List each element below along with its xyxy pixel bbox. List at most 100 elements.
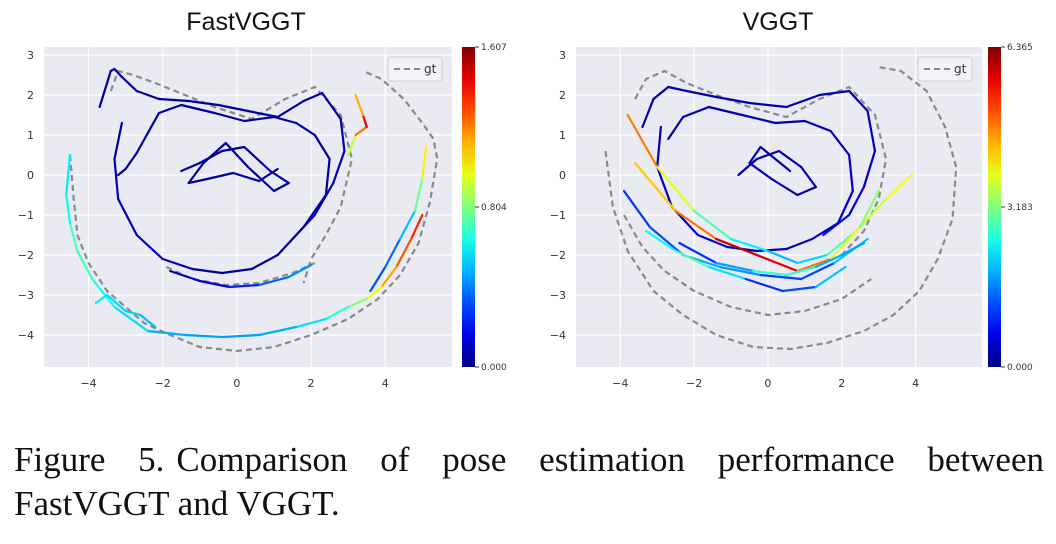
trajectory-segment [759,273,803,281]
trajectory-segment [729,237,770,253]
trajectory-segment [339,117,346,153]
trajectory-segment [777,149,803,169]
trajectory-segment [354,125,368,137]
colorbar-tick-label: 0.000 [481,363,507,373]
trajectory-segment [884,173,913,201]
trajectory-segment [380,265,398,289]
trajectory-segment [848,153,854,193]
trajectory-segment [796,253,829,265]
trajectory-segment [180,103,216,115]
estimated-trajectory-estimate-center [737,145,818,197]
trajectory-segment [667,85,688,93]
trajectory-segment [369,265,387,293]
trajectory-segment [656,125,662,169]
trajectory-segment [117,167,127,177]
trajectory-segment [187,161,205,185]
trajectory-segment [135,89,161,101]
trajectory-segment [829,129,851,157]
trajectory-segment [715,237,758,257]
trajectory-segment [748,145,762,165]
x-tick-label: 0 [233,377,240,390]
y-tick-label: −3 [18,289,34,302]
trajectory-segment [187,99,220,107]
trajectory-segment [398,209,417,241]
trajectory-segment [384,237,402,269]
x-tick-label: 2 [308,377,315,390]
trajectory-segment [859,189,880,229]
trajectory-segment [707,105,744,117]
trajectory-segment [124,309,142,317]
y-tick-label: 2 [559,89,566,102]
estimated-trajectory-estimate-fan-b [633,161,880,273]
trajectory-segment [748,161,773,181]
y-tick-label: −3 [550,289,566,302]
trajectory-segment [693,209,733,241]
trajectory-segment [740,113,777,125]
trajectory-segment [718,265,762,277]
estimated-trajectory-estimate-left-cyan [94,293,157,329]
trajectory-segment [633,161,677,213]
trajectory-segment [866,109,877,153]
trajectory-segment [814,253,843,269]
y-tick-label: −4 [550,329,566,342]
trajectory-segment [674,209,718,241]
trajectory-segment [120,75,138,93]
trajectory-segment [332,149,346,185]
trajectory-segment [755,149,781,161]
trajectory-segment [217,103,250,113]
trajectory-segment [295,121,316,137]
trajectory-segment [113,305,149,333]
trajectory-segment [755,247,788,253]
trajectory-segment [667,115,685,141]
trajectory-segment [626,113,659,169]
trajectory-segment [800,261,836,281]
y-tick-label: 0 [27,169,34,182]
trajectory-segment [645,229,677,253]
trajectory-segment [347,133,357,157]
trajectory-segment [191,267,224,275]
trajectory-segment [146,111,161,135]
x-tick-label: −2 [686,377,702,390]
gt-trajectory-gt [604,65,958,351]
trajectory-segment [652,85,670,101]
trajectory-segment [157,103,183,115]
y-tick-label: −2 [550,249,566,262]
trajectory-segment [656,165,674,209]
trajectory-segment [135,131,149,155]
trajectory-segment [220,333,261,339]
x-tick-label: 4 [382,377,389,390]
trajectory-segment [68,221,79,253]
estimated-trajectory-estimate-fan-a [626,113,913,265]
trajectory-segment [748,101,788,109]
trajectory-segment [161,257,194,271]
estimated-trajectory-estimate [65,153,424,339]
trajectory-segment [829,225,862,261]
trajectory-segment [796,257,832,273]
trajectory-segment [258,167,279,183]
trajectory-segment [395,237,413,269]
trajectory-segment [146,329,187,337]
trajectory-segment [755,253,799,273]
trajectory-segment [117,197,138,237]
trajectory-segment [183,333,224,339]
y-tick-label: 0 [559,169,566,182]
gt-trajectory-gt-inner [109,69,353,284]
trajectory-segment [814,265,847,289]
trajectory-segment [715,95,751,105]
trajectory-segment [276,225,305,257]
trajectory-segment [752,269,788,277]
caption-label: Figure 5. [14,440,165,479]
gt-trajectory-gt [68,69,439,353]
trajectory-segment [848,185,865,217]
legend-gt-label: gt [424,62,437,76]
trajectory-segment [365,285,383,301]
x-tick-label: 2 [838,377,845,390]
y-tick-label: 3 [27,49,34,62]
estimated-trajectory-estimate-loop [113,103,331,275]
y-tick-label: −2 [18,249,34,262]
caption-text: Comparison of pose estimation performanc… [14,440,1044,523]
estimated-trajectory-estimate-lower-arc [169,263,313,289]
trajectory-segment [656,165,696,213]
trajectory-segment [410,213,424,241]
trajectory-segment [803,119,832,133]
